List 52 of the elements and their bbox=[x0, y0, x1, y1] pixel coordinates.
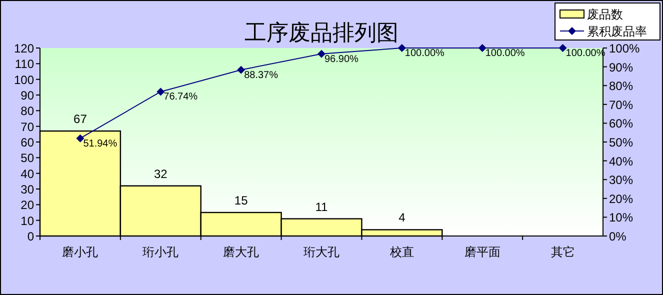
x-tick-label: 珩大孔 bbox=[304, 245, 340, 259]
x-tick-label: 磨小孔 bbox=[62, 245, 98, 259]
point bbox=[558, 44, 567, 52]
point bbox=[478, 44, 486, 52]
y2-tick-label: 100% bbox=[609, 42, 640, 56]
data-label: 88.37% bbox=[244, 70, 278, 81]
y-tick-label: 20 bbox=[20, 198, 34, 212]
y2-tick-label: 90% bbox=[609, 60, 634, 74]
y-tick-label: 90 bbox=[20, 88, 34, 102]
y2-tick-label: 40% bbox=[609, 154, 634, 168]
y2-tick-label: 10% bbox=[609, 210, 634, 225]
chart-title: 工序废品排列图 bbox=[244, 20, 398, 45]
y-tick-label: 50 bbox=[20, 151, 34, 166]
y2-tick-label: 80% bbox=[609, 79, 634, 94]
data-label: 96.90% bbox=[324, 54, 359, 65]
y-tick-label: 30 bbox=[20, 182, 34, 196]
legend-label: 累积废品率 bbox=[587, 24, 647, 38]
y-tick-label: 10 bbox=[20, 214, 34, 228]
data-label: 100.00% bbox=[404, 48, 445, 59]
y-tick-label: 120 bbox=[14, 42, 34, 56]
y-tick-label: 70 bbox=[20, 120, 34, 134]
data-label: 76.74% bbox=[164, 92, 198, 103]
y-tick-label: 80 bbox=[20, 104, 34, 118]
legend-label: 废品数 bbox=[587, 8, 623, 22]
x-tick-label: 校直 bbox=[388, 245, 414, 259]
point bbox=[398, 44, 406, 52]
y-tick-label: 100 bbox=[14, 72, 34, 87]
y2-tick-label: 70% bbox=[609, 98, 634, 112]
data-label: 32 bbox=[154, 166, 168, 181]
y-tick-label: 40 bbox=[20, 166, 34, 181]
y2-tick-label: 20% bbox=[609, 192, 634, 206]
data-label: 15 bbox=[234, 194, 248, 208]
data-label: 4 bbox=[398, 210, 406, 225]
y2-tick-label: 30% bbox=[609, 173, 634, 188]
x-tick-label: 磨平面 bbox=[464, 245, 500, 259]
data-label: 51.94% bbox=[83, 138, 118, 150]
data-label: 67 bbox=[74, 112, 88, 126]
y-tick-label: 60 bbox=[20, 136, 34, 150]
data-label: 100.00% bbox=[485, 48, 525, 59]
y2-tick-label: 50% bbox=[609, 136, 634, 150]
data-label: 11 bbox=[315, 200, 328, 214]
x-tick-label: 珩小孔 bbox=[142, 245, 179, 259]
point bbox=[318, 50, 326, 58]
point bbox=[237, 66, 246, 74]
y-tick-label: 110 bbox=[14, 57, 34, 72]
x-tick-label: 其它 bbox=[550, 245, 575, 259]
y2-tick-label: 60% bbox=[609, 116, 634, 131]
y2-tick-label: 0% bbox=[609, 230, 627, 244]
point bbox=[156, 88, 165, 96]
point bbox=[76, 134, 84, 142]
y-tick-label: 0 bbox=[27, 230, 34, 244]
x-tick-label: 磨大孔 bbox=[223, 245, 260, 259]
